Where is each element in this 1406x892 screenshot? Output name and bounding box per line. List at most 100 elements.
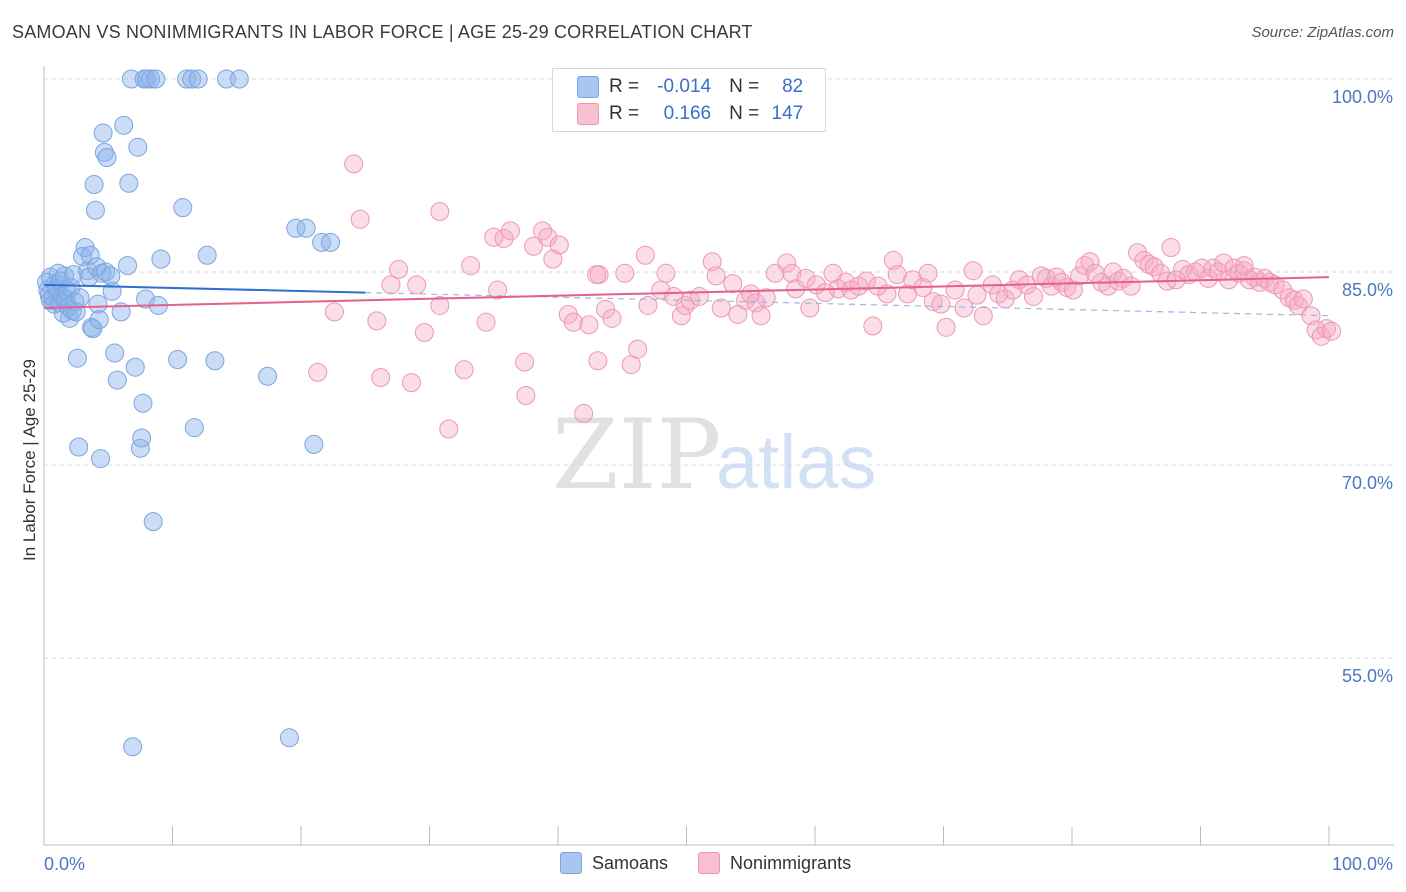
series-nonimmigrants xyxy=(308,154,1342,439)
samoans-point-66 xyxy=(151,249,171,269)
samoans-point-49 xyxy=(111,302,131,322)
nonimmigrants-trend-line xyxy=(43,276,1330,310)
nonimmigrants-point-61 xyxy=(786,279,806,299)
samoans-point-24 xyxy=(67,348,87,368)
nonimmigrants-point-51 xyxy=(723,274,743,294)
nonimmigrants-point-21 xyxy=(515,352,535,372)
legend-n-label: N = xyxy=(729,76,760,97)
y-tick-label-1: 85.0% xyxy=(1342,280,1393,300)
samoans-point-51 xyxy=(118,256,138,276)
samoans-point-43 xyxy=(96,262,116,282)
nonimmigrants-point-35 xyxy=(602,308,622,328)
nonimmigrants-point-147 xyxy=(1316,319,1336,339)
legend-item-nonimmigrants[interactable]: Nonimmigrants xyxy=(698,852,851,874)
samoans-point-73 xyxy=(197,245,217,265)
nonimmigrants-point-18 xyxy=(488,280,508,300)
series-legend: Samoans Nonimmigrants xyxy=(560,852,881,874)
y-tick-label-3: 55.0% xyxy=(1342,666,1393,686)
nonimmigrants-point-98 xyxy=(1041,276,1061,296)
nonimmigrants-point-148 xyxy=(1322,321,1342,341)
nonimmigrants-point-24 xyxy=(533,221,553,241)
legend-n-value-samoans: 82 xyxy=(782,76,804,97)
nonimmigrants-point-83 xyxy=(936,317,956,337)
nonimmigrants-point-62 xyxy=(796,268,816,288)
nonimmigrants-point-31 xyxy=(579,315,599,335)
nonimmigrants-point-102 xyxy=(1063,280,1083,300)
samoans-point-83 xyxy=(321,232,341,252)
nonimmigrants-point-55 xyxy=(746,293,766,313)
samoans-trend-line xyxy=(43,283,366,294)
nonimmigrants-point-1 xyxy=(324,302,344,322)
samoans-point-77 xyxy=(258,366,278,386)
samoans-point-26 xyxy=(70,288,90,308)
nonimmigrants-point-4 xyxy=(367,311,387,331)
stats-legend: R = -0.014 N = 82 R = 0.166 N = 147 xyxy=(552,68,826,132)
samoans-point-39 xyxy=(91,449,111,469)
samoans-point-25 xyxy=(69,437,89,457)
samoans-point-50 xyxy=(114,115,134,135)
legend-row-nonimmigrants: R = 0.166 N = 147 xyxy=(577,101,803,127)
nonimmigrants-point-105 xyxy=(1080,252,1100,272)
watermark-zip: ZIP xyxy=(552,399,721,511)
nonimmigrants-point-6 xyxy=(381,275,401,295)
nonimmigrants-point-143 xyxy=(1293,289,1313,309)
nonimmigrants-point-119 xyxy=(1161,238,1181,258)
source-credit: Source: ZipAtlas.com xyxy=(1251,24,1394,41)
nonimmigrants-point-29 xyxy=(563,312,583,332)
samoans-point-31 xyxy=(80,245,100,265)
nonimmigrants-point-23 xyxy=(524,236,544,256)
nonimmigrants-point-40 xyxy=(638,295,658,315)
legend-item-samoans[interactable]: Samoans xyxy=(560,852,668,874)
legend-row-samoans: R = -0.014 N = 82 xyxy=(577,74,803,100)
samoans-point-56 xyxy=(130,438,150,458)
nonimmigrants-point-74 xyxy=(877,284,897,304)
nonimmigrants-point-142 xyxy=(1288,295,1308,315)
samoans-point-58 xyxy=(133,393,153,413)
nonimmigrants-point-65 xyxy=(815,283,835,303)
samoans-point-48 xyxy=(107,370,127,390)
nonimmigrants-point-14 xyxy=(454,360,474,380)
series-samoans xyxy=(37,69,341,757)
nonimmigrants-point-7 xyxy=(389,259,409,279)
gridlines xyxy=(44,78,1394,659)
nonimmigrants-point-56 xyxy=(751,306,771,326)
samoans-point-67 xyxy=(168,349,188,369)
nonimmigrants-point-36 xyxy=(615,263,635,283)
nonimmigrants-point-87 xyxy=(967,285,987,305)
nonimmigrants-point-54 xyxy=(741,284,761,304)
nonimmigrants-point-100 xyxy=(1052,272,1072,292)
legend-label-samoans: Samoans xyxy=(592,852,669,873)
nonimmigrants-point-3 xyxy=(350,209,370,229)
nonimmigrants-point-11 xyxy=(430,295,450,315)
nonimmigrants-point-0 xyxy=(308,362,328,382)
samoans-point-72 xyxy=(188,69,208,89)
samoans-point-57 xyxy=(132,428,152,448)
nonimmigrants-point-59 xyxy=(777,253,797,273)
nonimmigrants-point-27 xyxy=(549,235,569,255)
x-tick-label-0: 0.0% xyxy=(44,854,85,874)
nonimmigrants-point-10 xyxy=(414,322,434,342)
nonimmigrants-point-72 xyxy=(863,316,883,336)
watermark: ZIP atlas xyxy=(552,399,877,511)
chart-title: SAMOAN VS NONIMMIGRANTS IN LABOR FORCE |… xyxy=(12,22,753,42)
nonimmigrants-point-82 xyxy=(931,294,951,314)
samoans-point-42 xyxy=(94,142,114,162)
nonimmigrants-point-20 xyxy=(500,221,520,241)
nonimmigrants-point-127 xyxy=(1208,262,1228,282)
nonimmigrants-point-2 xyxy=(344,154,364,174)
samoans-point-78 xyxy=(279,728,299,748)
y-tick-label-2: 70.0% xyxy=(1342,473,1393,493)
nonimmigrants-point-86 xyxy=(963,261,983,281)
legend-label-nonimmigrants: Nonimmigrants xyxy=(730,852,852,873)
samoans-point-84 xyxy=(123,737,143,757)
nonimmigrants-point-104 xyxy=(1075,256,1095,276)
y-tick-label-0: 100.0% xyxy=(1332,87,1393,107)
nonimmigrants-point-15 xyxy=(461,256,481,276)
nonimmigrants-point-13 xyxy=(439,419,459,439)
nonimmigrants-point-125 xyxy=(1198,268,1218,288)
nonimmigrants-point-25 xyxy=(538,227,558,247)
nonimmigrants-point-75 xyxy=(883,250,903,270)
samoans-point-63 xyxy=(143,512,163,532)
samoans-point-80 xyxy=(296,218,316,238)
samoans-point-46 xyxy=(102,281,122,301)
